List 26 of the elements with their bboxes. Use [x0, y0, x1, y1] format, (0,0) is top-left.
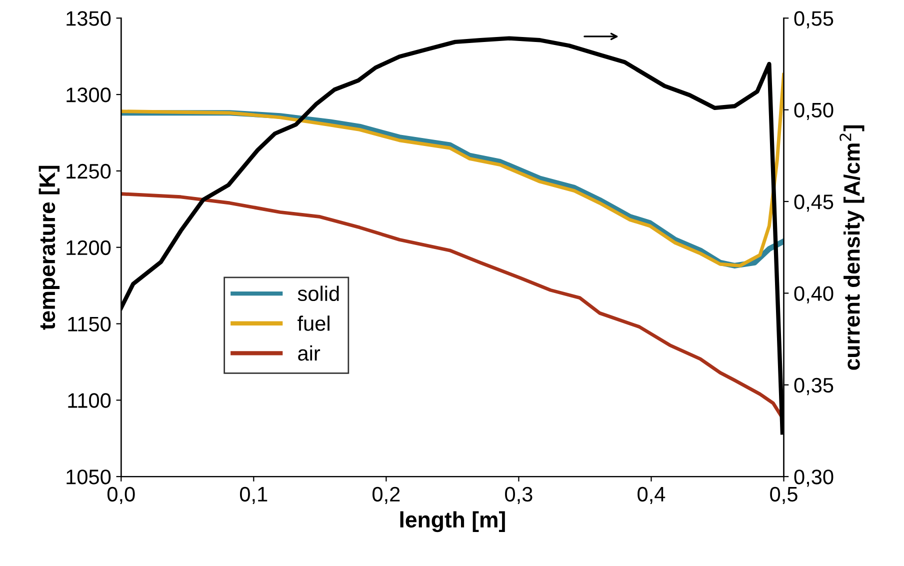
legend-label: fuel	[298, 316, 330, 331]
y-tick-label: 1100	[68, 393, 111, 408]
legend-label: solid	[298, 286, 339, 302]
x-tick-label: 0,2	[372, 486, 400, 504]
x-tick-label: 0,4	[638, 486, 666, 504]
y2-tick-label: 0,35	[794, 378, 834, 396]
x-tick-label: 0,3	[505, 486, 532, 504]
y-tick-label: 1150	[68, 316, 111, 332]
y2-tick-label: 0,30	[794, 470, 834, 487]
x-tick-label: 0,5	[770, 486, 798, 504]
y-tick-label: 1300	[66, 88, 111, 102]
legend-label: air	[298, 345, 320, 361]
y2-tick-label: 0,45	[794, 194, 834, 212]
y-tick-label: 1250	[66, 164, 111, 179]
x-axis-title: length [m]	[400, 511, 505, 532]
y2-tick-label: 0,50	[794, 102, 834, 120]
y-tick-label: 1200	[66, 240, 111, 256]
y-tick-label: 1350	[66, 11, 111, 26]
x-tick-label: 0,0	[107, 486, 135, 504]
y2-tick-label: 0,40	[794, 286, 834, 304]
y-axis-title: temperature [K]	[38, 166, 60, 330]
y-tick-label: 1050	[66, 470, 111, 484]
line-series	[121, 72, 784, 268]
y2-axis-title: current density [A/cm$^{2}$]	[840, 125, 864, 370]
x-tick-label: 0,1	[240, 486, 268, 504]
y2-tick-label: 0,55	[794, 11, 834, 28]
